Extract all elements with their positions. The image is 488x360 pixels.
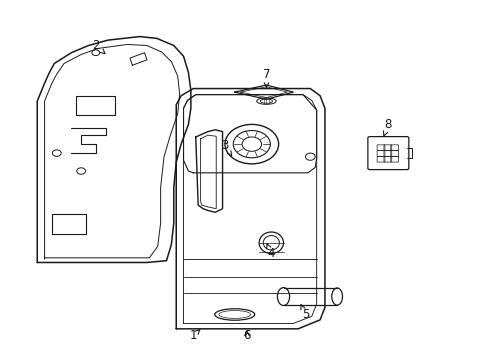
Text: 7: 7: [262, 68, 270, 87]
Text: 1: 1: [189, 329, 200, 342]
Text: 4: 4: [266, 244, 275, 260]
Text: 6: 6: [243, 329, 250, 342]
Text: 8: 8: [383, 118, 391, 136]
Text: 3: 3: [221, 139, 231, 156]
Text: 5: 5: [300, 305, 308, 321]
Text: 2: 2: [92, 39, 105, 54]
